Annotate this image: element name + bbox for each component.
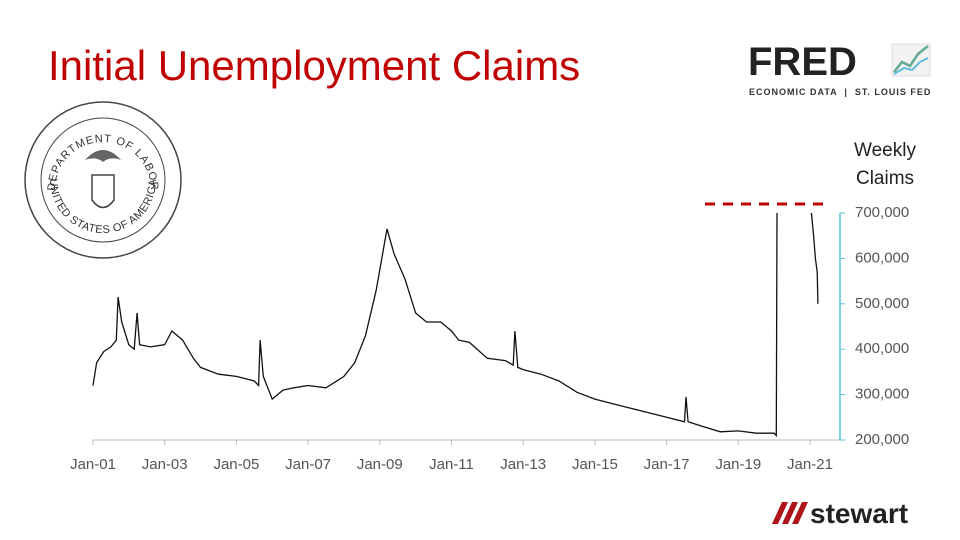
x-tick-label: Jan-07 xyxy=(285,456,331,473)
seal-ring xyxy=(24,101,182,259)
fred-logo: FRED ECONOMIC DATA | ST. LOUIS FED xyxy=(748,40,931,97)
seal-text-top: DEPARTMENT OF LABOR xyxy=(46,133,159,191)
y-tick-label: 200,000 xyxy=(855,431,909,448)
y-tick-label: 400,000 xyxy=(855,340,909,357)
logo-bar xyxy=(782,502,798,524)
seal-shield xyxy=(91,174,115,209)
x-tick-label: Jan-17 xyxy=(644,456,690,473)
data-line xyxy=(92,213,819,438)
y-tick-label: 600,000 xyxy=(855,249,909,266)
fred-tagline: ECONOMIC DATA | ST. LOUIS FED xyxy=(749,87,931,97)
y-tick-label: 700,000 xyxy=(855,204,909,221)
x-tick-label: Jan-03 xyxy=(142,456,188,473)
y-tick-label: 300,000 xyxy=(855,386,909,403)
fred-icon-line xyxy=(893,45,929,73)
y-axis-title: Weekly Claims xyxy=(854,140,916,189)
seal-text: DEPARTMENT OF LABOR xyxy=(46,133,160,191)
seal-eagle xyxy=(85,150,121,162)
y-tick-label: 500,000 xyxy=(855,295,909,312)
x-tick-label: Jan-09 xyxy=(357,456,403,473)
seal: DEPARTMENT OF LABOR UNITED STATES OF AME… xyxy=(24,101,182,259)
x-tick-label: Jan-05 xyxy=(213,456,259,473)
stewart-logo: stewart xyxy=(772,498,908,529)
x-tick-label: Jan-13 xyxy=(500,456,546,473)
x-tick-label: Jan-01 xyxy=(70,456,116,473)
company-name: stewart xyxy=(810,498,908,529)
x-tick-label: Jan-21 xyxy=(787,456,833,473)
logo-bar xyxy=(792,502,808,524)
x-tick-label: Jan-15 xyxy=(572,456,618,473)
fred-text: FRED xyxy=(748,40,857,84)
logo-bar xyxy=(772,502,788,524)
seal-ring xyxy=(40,117,166,243)
chart-title: Initial Unemployment Claims xyxy=(48,42,580,89)
x-tick-label: Jan-11 xyxy=(429,456,474,473)
fred-icon-line xyxy=(893,57,929,75)
x-tick-label: Jan-19 xyxy=(715,456,761,473)
